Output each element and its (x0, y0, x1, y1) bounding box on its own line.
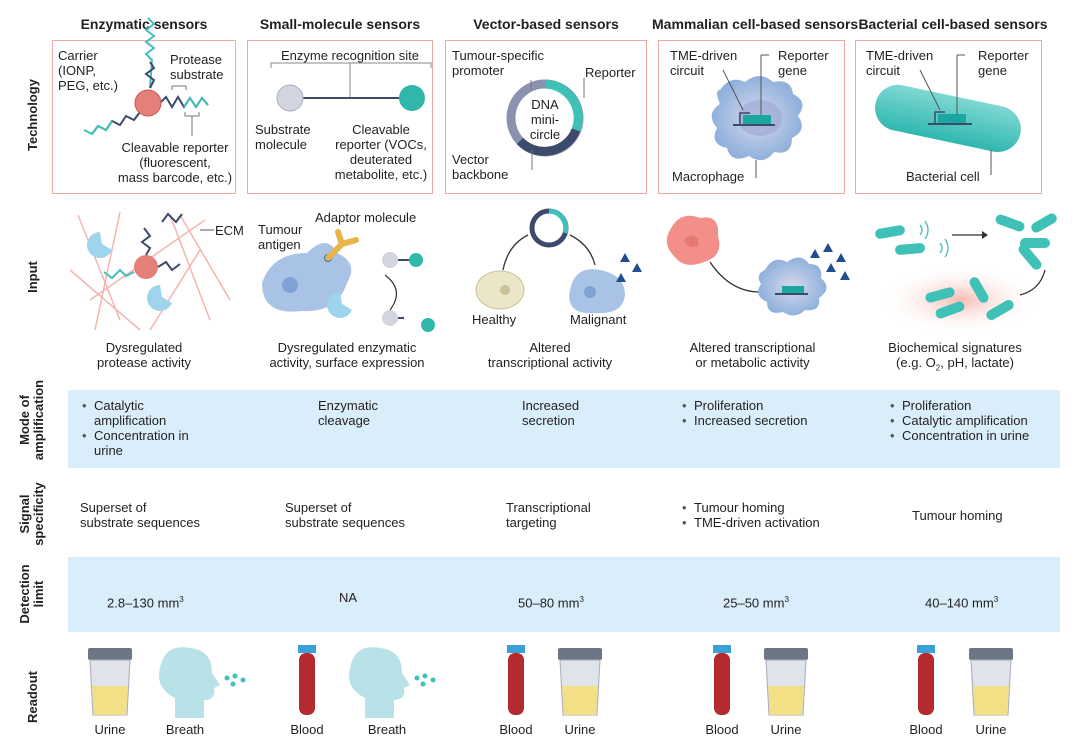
amplification-mammalian: ProliferationIncreased secretion (682, 398, 807, 428)
cleavable-reporter-label: Cleavable reporter (fluorescent, mass barc… (117, 140, 233, 185)
promoter-label: Tumour-specific promoter (452, 48, 544, 78)
specificity-mammalian: Tumour homingTME-driven activation (682, 500, 820, 530)
substrate-molecule-label: Substrate molecule (255, 122, 311, 152)
ecm-label: ECM (215, 223, 244, 238)
bacterial-cell-label: Bacterial cell (906, 169, 980, 184)
technology-box-small-molecule (247, 40, 433, 194)
small-molecule-input-caption: Dysregulated enzymatic activity, surface … (269, 340, 425, 370)
specificity-small-molecule: Superset of substrate sequences (285, 500, 405, 530)
technology-box-vector (445, 40, 647, 194)
bacterial-cell-icon (875, 54, 1021, 175)
readout-label: Blood (705, 722, 739, 737)
bacteria-colonization-illustration (875, 213, 1057, 335)
reporter-label: Reporter (585, 65, 636, 80)
protease-ecm-illustration (69, 211, 231, 331)
dna-minicircle-label: DNA mini-circle (529, 97, 561, 142)
vector-transduction-illustration (475, 208, 642, 314)
carrier-label: Carrier (IONP, PEG, etc.) (58, 48, 118, 93)
vector-backbone-label: Vector backbone (452, 152, 509, 182)
column-header-mammalian: Mammalian cell-based sensors (652, 16, 859, 32)
adaptor-molecule-label: Adaptor molecule (315, 210, 417, 225)
tme-circuit-label: TME-driven circuit (670, 48, 738, 78)
cleavable-reporter-vocs-label: Cleavable reporter (VOCs, deuterated metabo… (334, 122, 428, 182)
malignant-label: Malignant (570, 312, 627, 327)
readout-label: Blood (290, 722, 324, 737)
dna-minicircle-icon (506, 78, 585, 170)
blood-tube-icon (917, 645, 935, 715)
amplification-enzymatic: Catalytic amplificationConcentration in … (82, 398, 212, 458)
column-header-bacterial: Bacterial cell-based sensors (858, 16, 1048, 32)
technology-box-mammalian (658, 40, 845, 194)
amplification-bacterial: ProliferationCatalytic amplificationConc… (890, 398, 1060, 443)
vector-input-caption: Altered transcriptional activity (487, 340, 613, 370)
detection-bacterial: 40–140 mm3 (925, 595, 999, 611)
detection-enzymatic: 2.8–130 mm3 (107, 595, 184, 611)
amplification-small-molecule: Enzymatic cleavage (318, 398, 378, 428)
enzyme-recognition-site-label: Enzyme recognition site (280, 48, 419, 63)
urine-cup-icon (969, 648, 1013, 716)
breath-head-icon (349, 647, 436, 718)
reporter-gene-label: Reporter gene (978, 48, 1029, 78)
readout-label: Blood (499, 722, 533, 737)
macrophage-icon (711, 54, 803, 178)
healthy-label: Healthy (472, 312, 517, 327)
enzymatic-input-caption: Dysregulated protease activity (97, 340, 191, 370)
readout-label: Urine (564, 722, 596, 737)
blood-tube-icon (507, 645, 525, 715)
readout-label: Breath (367, 722, 407, 737)
urine-cup-icon (558, 648, 602, 716)
readout-label: Urine (770, 722, 802, 737)
readout-label: Blood (909, 722, 943, 737)
tumour-antigen-label: Tumour antigen (258, 222, 303, 252)
detection-row-band (68, 557, 1060, 632)
urine-cup-icon (764, 648, 808, 716)
amplification-vector: Increased secretion (522, 398, 580, 428)
column-header-vector: Vector-based sensors (473, 16, 619, 32)
detection-mammalian: 25–50 mm3 (723, 595, 789, 611)
readout-label: Urine (94, 722, 126, 737)
readout-label: Breath (165, 722, 205, 737)
tme-circuit-label: TME-driven circuit (866, 48, 934, 78)
column-header-small-molecule: Small-molecule sensors (259, 16, 421, 32)
tumour-cell-adaptor-illustration (262, 229, 435, 332)
detection-small-molecule: NA (339, 590, 358, 605)
readout-label: Urine (975, 722, 1007, 737)
bacterial-input-caption: Biochemical signatures (e.g. O2, pH, lact… (888, 340, 1022, 373)
technology-box-enzymatic (52, 40, 236, 194)
macrophage-label: Macrophage (672, 169, 745, 184)
specificity-enzymatic: Superset of substrate sequences (80, 500, 200, 530)
macrophage-homing-illustration (666, 215, 850, 316)
breath-head-icon (159, 647, 246, 718)
urine-cup-icon (88, 648, 132, 716)
mammalian-input-caption: Altered transcriptional or metabolic acti… (689, 340, 816, 370)
specificity-vector: Transcriptional targeting (506, 500, 591, 530)
small-molecule-icon (270, 62, 432, 112)
blood-tube-icon (713, 645, 731, 715)
blood-tube-icon (298, 645, 316, 715)
technology-box-bacterial (855, 40, 1042, 194)
reporter-gene-label: Reporter gene (778, 48, 829, 78)
enzymatic-nanoparticle-icon (83, 17, 209, 136)
detection-vector: 50–80 mm3 (518, 595, 584, 611)
column-header-enzymatic: Enzymatic sensors (80, 16, 208, 32)
protease-substrate-label: Protease substrate (170, 52, 224, 82)
specificity-bacterial: Tumour homing (912, 508, 1003, 523)
